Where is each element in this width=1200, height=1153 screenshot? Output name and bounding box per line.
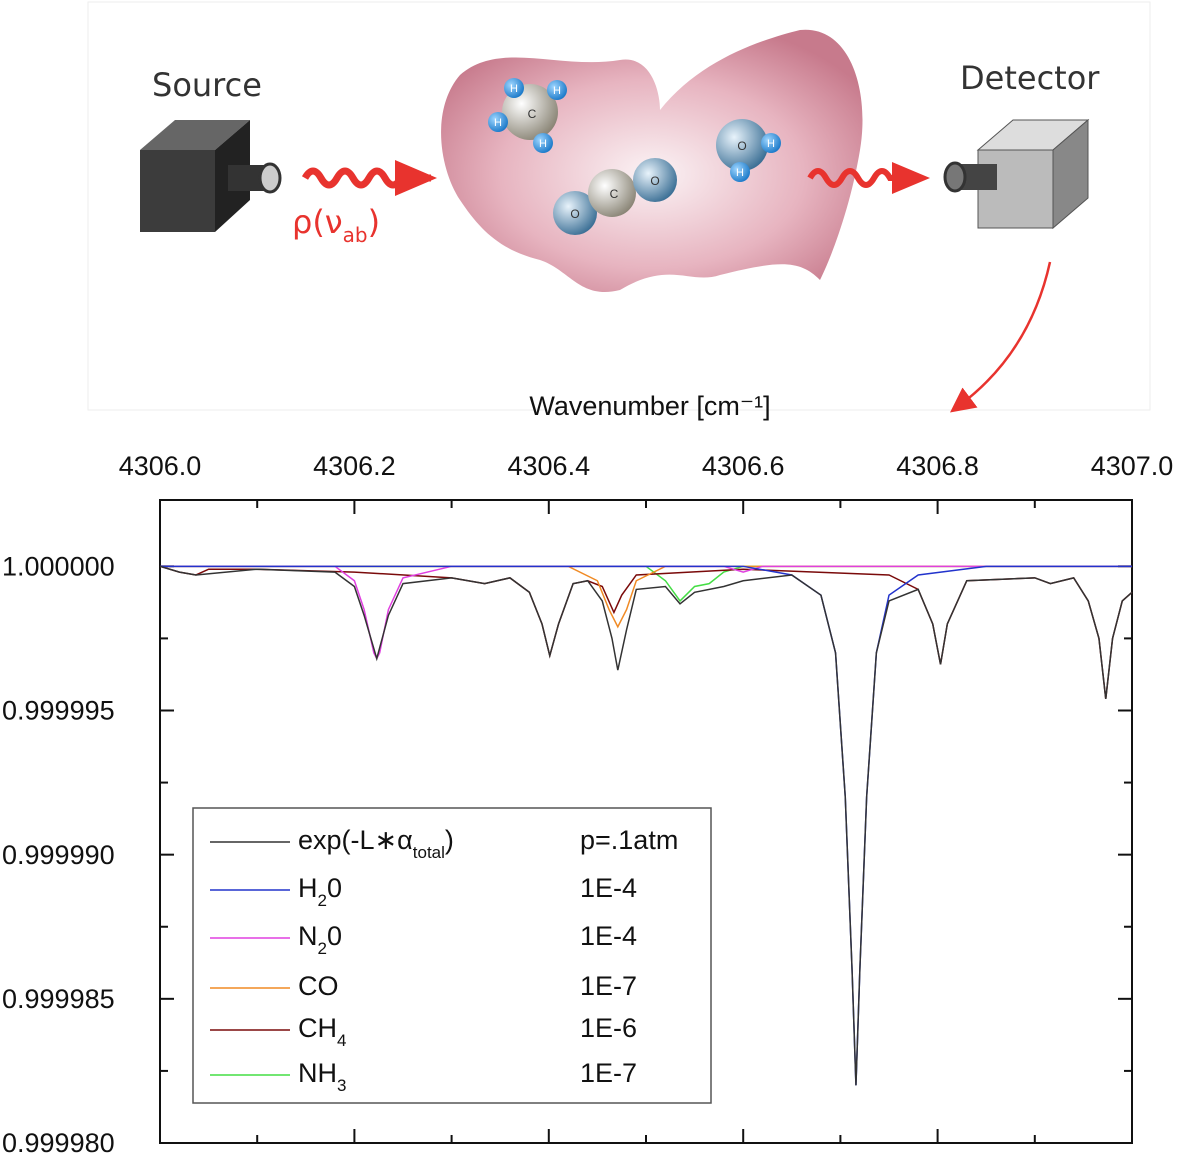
- atom-label: O: [650, 174, 659, 188]
- legend-label-part: 4: [337, 1031, 346, 1050]
- x-tick-label: 4306.0: [119, 451, 202, 481]
- legend-note: 1E-4: [580, 921, 637, 951]
- legend-label: H20: [298, 873, 342, 910]
- x-tick-label: 4306.4: [508, 451, 591, 481]
- atom-label: C: [528, 107, 537, 121]
- series-line: [159, 565, 1133, 700]
- atom-label: O: [570, 207, 579, 221]
- y-tick-label: 0.999985: [2, 984, 115, 1014]
- detector-box: [943, 118, 1090, 230]
- x-tick-label: 4306.6: [702, 451, 785, 481]
- legend-label-part: H: [298, 873, 318, 903]
- detector-label: Detector: [960, 59, 1100, 97]
- diagram: Source Detector ρ(νab) H: [87, 1, 1151, 413]
- x-axis-label: Wavenumber [cm⁻¹]: [529, 391, 770, 421]
- source-label: Source: [152, 66, 262, 104]
- beam-label: ρ(νab): [292, 203, 380, 247]
- legend-note: 1E-7: [580, 1058, 637, 1088]
- y-tick-label: 0.999995: [2, 696, 115, 726]
- legend-label-part: NH: [298, 1058, 337, 1088]
- series-line: [160, 565, 1132, 629]
- atom-label: O: [737, 139, 746, 153]
- legend-label-part: 2: [318, 891, 327, 910]
- legend-label: CH4: [298, 1013, 346, 1050]
- legend-note: 1E-6: [580, 1013, 637, 1043]
- beam-in-head: [395, 160, 437, 196]
- atom-label: H: [736, 167, 744, 179]
- legend-label-part: 0: [327, 921, 342, 951]
- legend-label-part: 3: [337, 1076, 346, 1095]
- y-tick-label: 0.999990: [2, 840, 115, 870]
- plot: 4306.0 4306.2 4306.4 4306.6 4306.8 4307.0 0.99…: [2, 451, 1173, 1153]
- atom-label: H: [510, 83, 518, 95]
- series-line: [159, 565, 1133, 1086]
- legend-note: 1E-7: [580, 971, 637, 1001]
- x-tick-label: 4306.2: [313, 451, 396, 481]
- molecules: H H C H H O C O O H H: [488, 78, 781, 235]
- legend-label-part: CH: [298, 1013, 337, 1043]
- legend-label: N20: [298, 921, 342, 958]
- legend-label-part: ): [445, 825, 454, 855]
- source-box: [140, 120, 282, 232]
- atom-label: C: [610, 187, 619, 201]
- legend-label: exp(-L∗αtotal): [298, 825, 454, 862]
- legend-note: 1E-4: [580, 873, 637, 903]
- legend-label-part: 2: [318, 939, 327, 958]
- legend-note: p=.1atm: [580, 825, 678, 855]
- atom-label: H: [539, 138, 547, 150]
- atom-label: H: [494, 117, 502, 129]
- legend-label-part: 0: [327, 873, 342, 903]
- beam-out-head: [892, 162, 930, 194]
- series-line: [160, 565, 1132, 603]
- y-tick-label: 1.000000: [2, 551, 115, 581]
- output-arrow: [950, 261, 1052, 413]
- legend-label-part: CO: [298, 971, 339, 1001]
- y-tick-label: 0.999980: [2, 1128, 115, 1153]
- x-tick-label: 4306.8: [896, 451, 979, 481]
- legend-label: NH3: [298, 1058, 346, 1095]
- atom-label: H: [767, 138, 775, 150]
- atom-label: H: [553, 85, 561, 97]
- legend-label: CO: [298, 971, 339, 1001]
- legend-label-part: exp(-L∗α: [298, 825, 413, 855]
- beam-in: [301, 167, 431, 189]
- x-tick-label: 4307.0: [1091, 451, 1174, 481]
- beam-out: [807, 168, 910, 188]
- legend-label-part: N: [298, 921, 318, 951]
- legend-label-part: total: [413, 843, 445, 862]
- legend-box: [192, 807, 712, 1104]
- diagram-frame: [87, 1, 1151, 411]
